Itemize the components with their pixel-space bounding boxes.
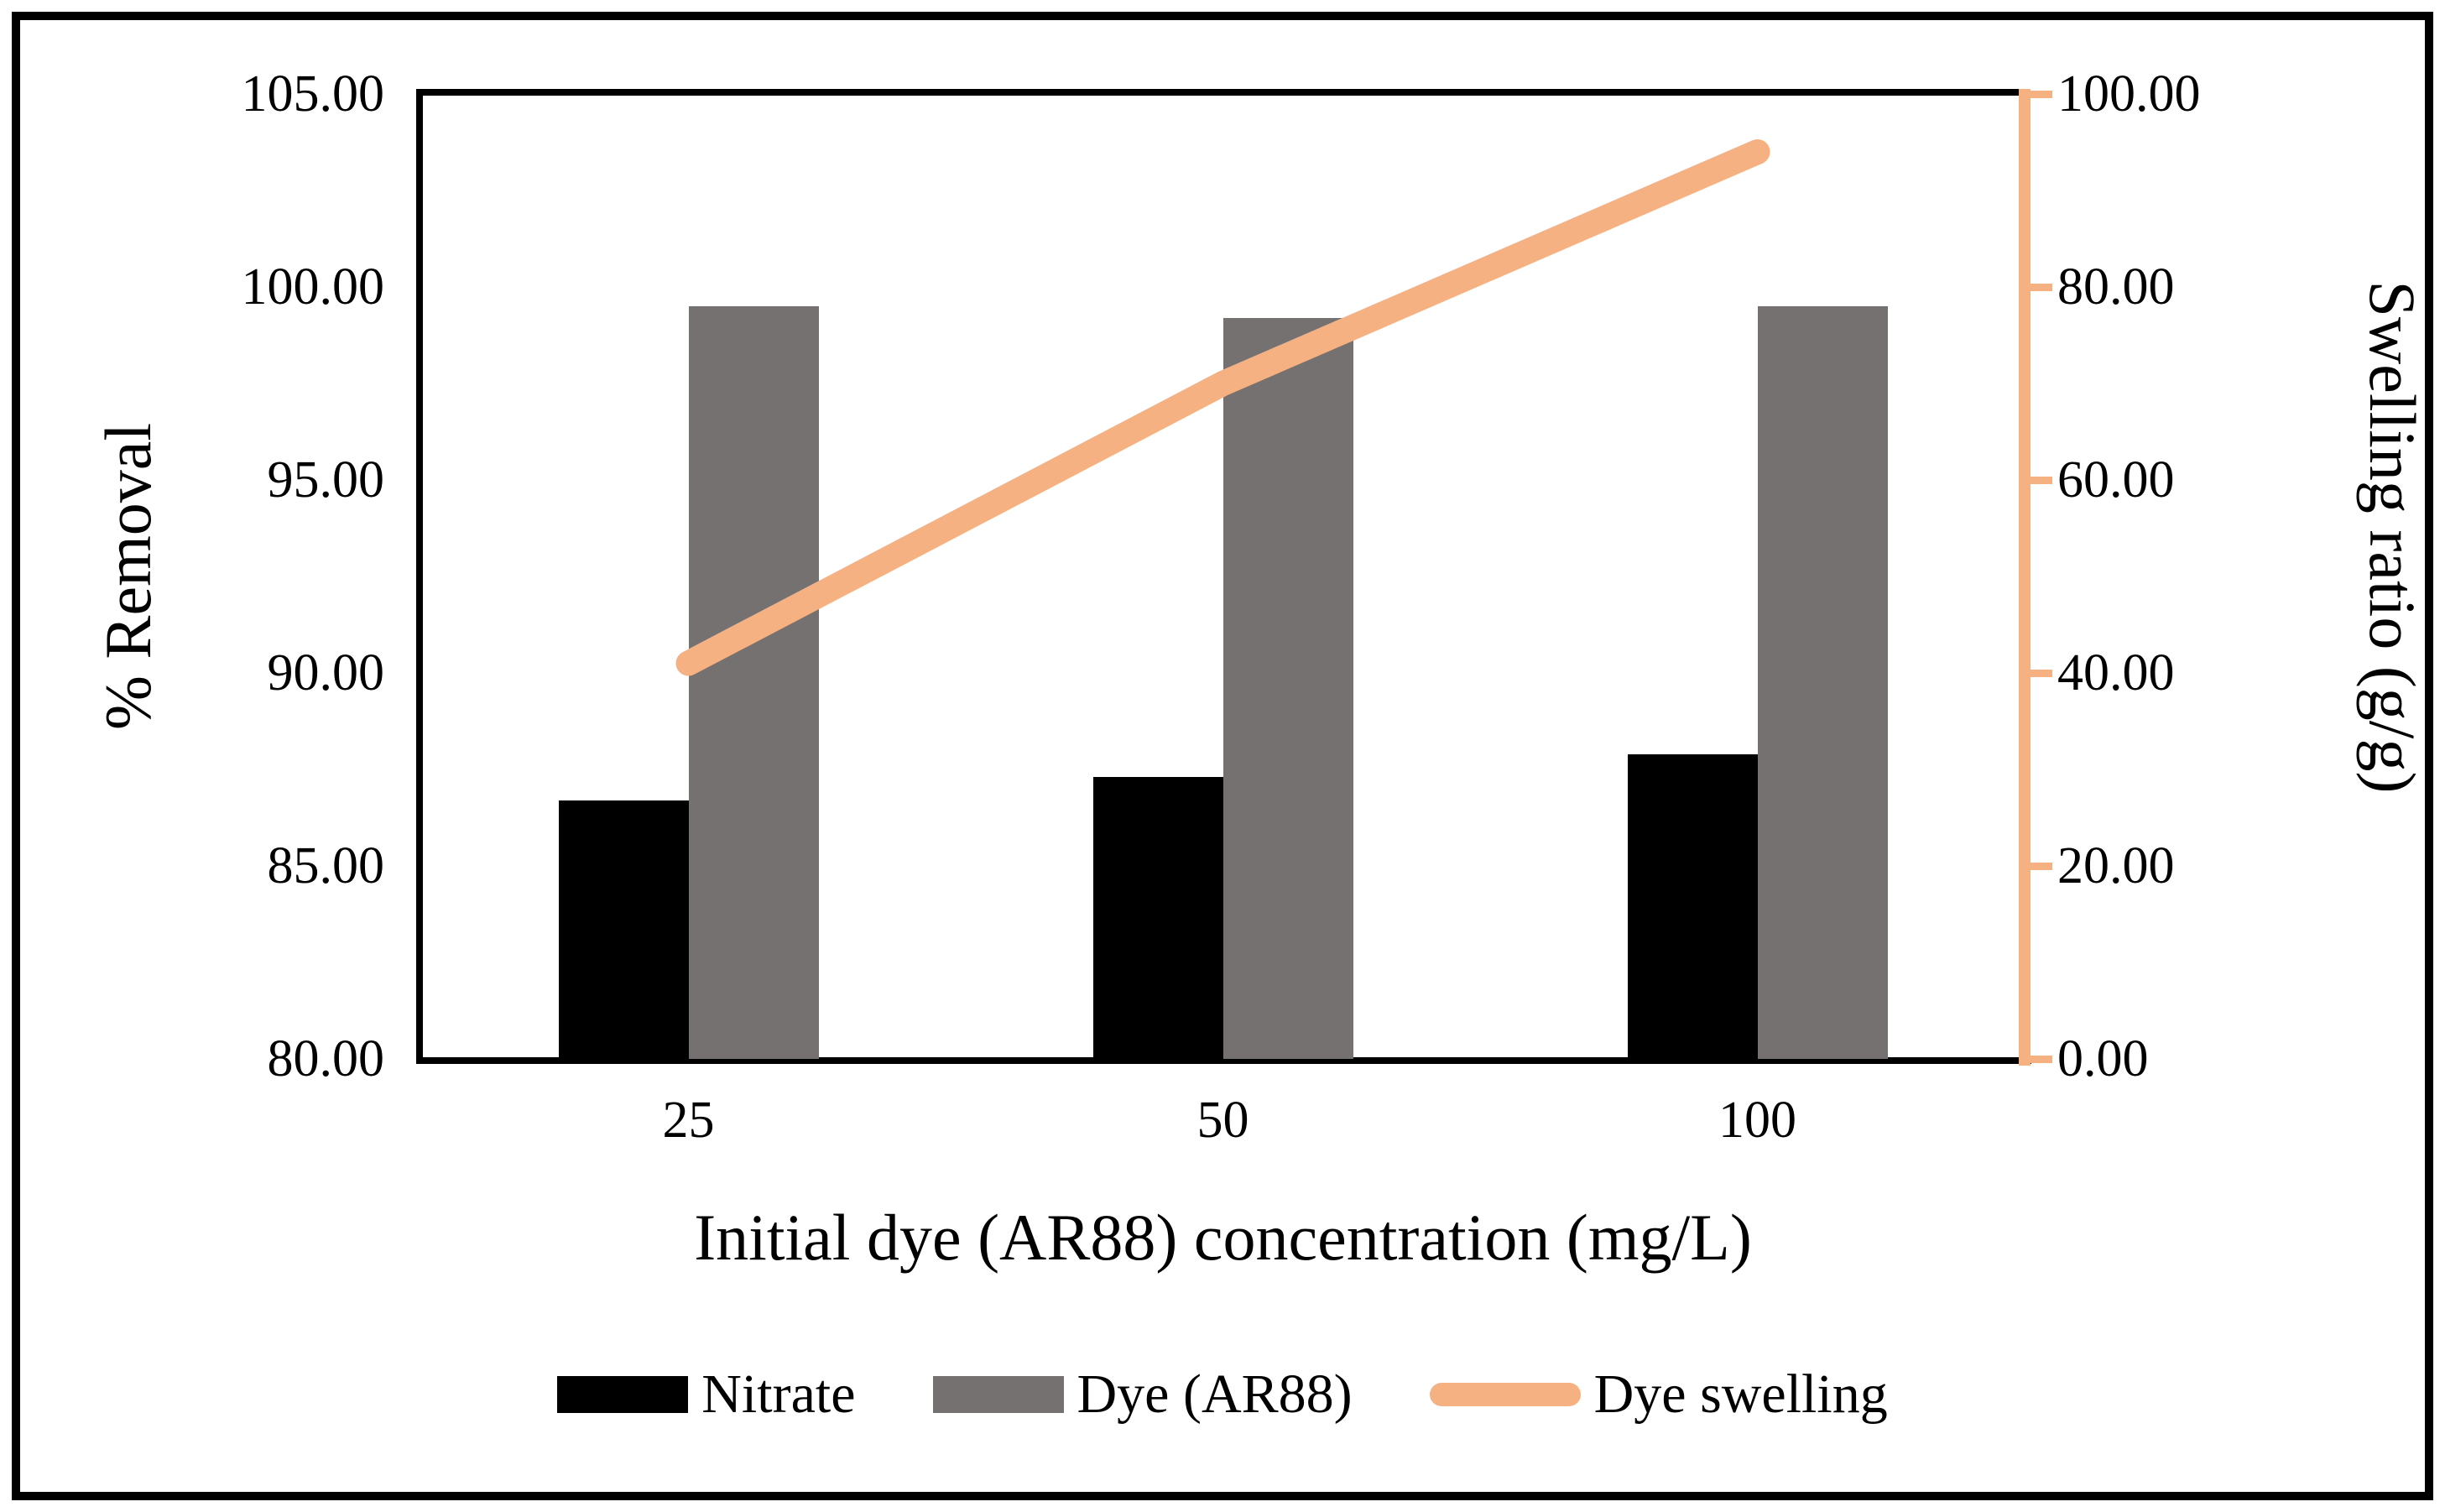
legend: Nitrate Dye (AR88) Dye swelling	[0, 1353, 2445, 1436]
primary-y-axis-line	[416, 89, 423, 1064]
bar-nitrate-100	[1627, 753, 1758, 1059]
left-axis-tick-label: 100.00	[241, 258, 385, 315]
right-axis-tick-label: 20.00	[2057, 837, 2175, 894]
secondary-axis-tick	[2031, 284, 2052, 291]
legend-label: Dye (AR88)	[1077, 1363, 1353, 1425]
x-axis-tick-label: 50	[1196, 1092, 1249, 1149]
right-axis-tick-label: 60.00	[2057, 451, 2175, 508]
legend-bar-swatch	[932, 1376, 1064, 1413]
legend-line-swatch	[1429, 1383, 1581, 1406]
x-axis-tick-label: 100	[1718, 1092, 1796, 1149]
legend-label: Nitrate	[701, 1363, 856, 1425]
left-axis-tick-label: 85.00	[267, 837, 385, 894]
secondary-axis-tick	[2031, 863, 2052, 870]
secondary-y-axis-line	[2019, 89, 2031, 1066]
left-axis-tick-label: 105.00	[241, 65, 385, 123]
x-axis-line	[416, 1057, 2031, 1064]
legend-label: Dye swelling	[1593, 1363, 1888, 1425]
bar-nitrate-25	[558, 800, 689, 1059]
legend-item-dye-swelling: Dye swelling	[1429, 1363, 1888, 1425]
bar-nitrate-50	[1092, 777, 1223, 1059]
right-axis-tick-label: 100.00	[2057, 65, 2201, 123]
bar-dye-ar88--100	[1757, 306, 1888, 1059]
right-axis-tick-label: 80.00	[2057, 258, 2175, 315]
left-axis-tick-label: 95.00	[267, 451, 385, 508]
bar-dye-ar88--25	[688, 306, 819, 1059]
line-dye-swelling	[675, 139, 1770, 676]
bar-dye-ar88--50	[1222, 317, 1353, 1059]
right-axis-tick-label: 0.00	[2057, 1030, 2149, 1087]
secondary-axis-tick	[2031, 670, 2052, 677]
legend-bar-swatch	[557, 1376, 689, 1413]
legend-item-nitrate: Nitrate	[557, 1363, 856, 1425]
x-axis-tick-label: 25	[662, 1092, 715, 1149]
secondary-axis-tick	[2031, 1056, 2052, 1063]
right-axis-tick-label: 40.00	[2057, 644, 2175, 701]
secondary-axis-tick	[2031, 477, 2052, 484]
left-axis-tick-label: 80.00	[267, 1030, 385, 1087]
plot-border-top	[416, 89, 2025, 96]
x-axis-title: Initial dye (AR88) concentration (mg/L)	[694, 1201, 1752, 1274]
left-axis-tick-label: 90.00	[267, 644, 385, 701]
secondary-axis-tick	[2031, 91, 2052, 98]
legend-item-dye-ar88-: Dye (AR88)	[932, 1363, 1353, 1425]
